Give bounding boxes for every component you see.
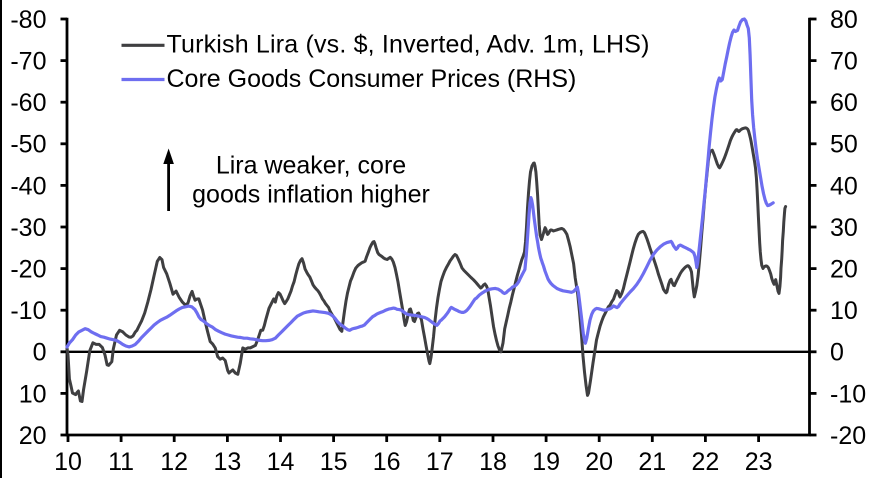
svg-text:13: 13	[213, 448, 241, 476]
svg-text:0: 0	[830, 339, 844, 367]
svg-text:10: 10	[19, 380, 47, 408]
svg-text:30: 30	[830, 214, 858, 242]
svg-text:goods inflation higher: goods inflation higher	[192, 180, 430, 208]
svg-text:Lira weaker, core: Lira weaker, core	[216, 152, 406, 180]
svg-text:-10: -10	[830, 380, 866, 408]
svg-text:0: 0	[33, 339, 47, 367]
svg-text:20: 20	[585, 448, 613, 476]
svg-text:-20: -20	[10, 256, 46, 284]
svg-text:-60: -60	[10, 89, 46, 117]
svg-text:21: 21	[638, 448, 666, 476]
svg-text:11: 11	[108, 448, 134, 476]
svg-text:-40: -40	[10, 172, 46, 200]
svg-text:40: 40	[830, 172, 858, 200]
svg-text:10: 10	[830, 297, 858, 325]
svg-text:23: 23	[745, 448, 773, 476]
svg-text:-20: -20	[830, 422, 866, 450]
svg-text:17: 17	[426, 448, 454, 476]
svg-text:-50: -50	[10, 131, 46, 159]
svg-text:20: 20	[830, 256, 858, 284]
svg-text:Core Goods Consumer Prices (RH: Core Goods Consumer Prices (RHS)	[167, 65, 577, 93]
svg-text:70: 70	[830, 48, 858, 76]
svg-text:22: 22	[691, 448, 719, 476]
svg-text:-30: -30	[10, 214, 46, 242]
svg-text:16: 16	[373, 448, 401, 476]
svg-text:12: 12	[160, 448, 188, 476]
svg-text:20: 20	[19, 422, 47, 450]
svg-text:-70: -70	[10, 48, 46, 76]
svg-text:-80: -80	[10, 6, 46, 34]
svg-text:Turkish Lira (vs. $, Inverted,: Turkish Lira (vs. $, Inverted, Adv. 1m, …	[167, 31, 650, 59]
svg-text:60: 60	[830, 89, 858, 117]
svg-text:80: 80	[830, 6, 858, 34]
svg-text:10: 10	[54, 448, 82, 476]
svg-text:15: 15	[320, 448, 348, 476]
svg-text:50: 50	[830, 131, 858, 159]
svg-text:-10: -10	[10, 297, 46, 325]
svg-text:19: 19	[532, 448, 560, 476]
svg-text:18: 18	[479, 448, 507, 476]
svg-text:14: 14	[267, 448, 295, 476]
